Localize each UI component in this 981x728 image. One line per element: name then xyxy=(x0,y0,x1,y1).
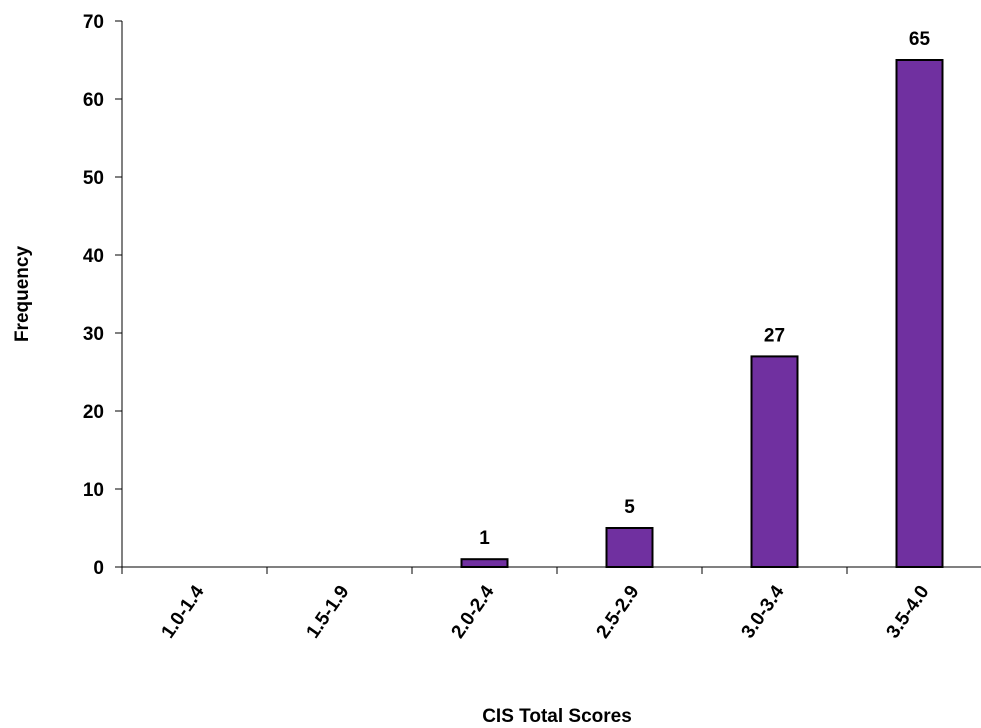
data-labels: 1 5 27 65 xyxy=(479,29,930,549)
x-tick-label: 2.0-2.4 xyxy=(447,581,498,642)
y-tick-label: 20 xyxy=(83,402,104,423)
bar xyxy=(750,355,799,568)
x-axis-title: CIS Total Scores xyxy=(482,706,632,727)
y-tick-label: 10 xyxy=(83,480,104,501)
y-axis: 0 10 20 30 40 50 60 70 xyxy=(83,12,123,579)
bar xyxy=(460,558,509,569)
data-label: 1 xyxy=(479,528,490,549)
y-tick-label: 60 xyxy=(83,90,104,111)
data-label: 27 xyxy=(764,325,785,346)
y-tick-label: 70 xyxy=(83,12,104,33)
x-tick-label: 1.0-1.4 xyxy=(157,581,208,642)
y-tick-label: 0 xyxy=(93,558,104,579)
y-axis-title: Frequency xyxy=(12,246,33,343)
x-tick-label: 3.5-4.0 xyxy=(882,582,933,643)
x-tick-label: 3.0-3.4 xyxy=(737,581,788,642)
x-tick-label: 1.5-1.9 xyxy=(302,582,353,643)
x-tick-label: 2.5-2.9 xyxy=(592,582,643,643)
y-tick-label: 40 xyxy=(83,246,104,267)
data-label: 5 xyxy=(624,497,635,518)
y-tick-label: 50 xyxy=(83,168,104,189)
bar xyxy=(605,527,654,568)
data-label: 65 xyxy=(909,29,931,50)
bar xyxy=(895,59,944,568)
x-axis: 1.0-1.4 1.5-1.9 2.0-2.4 2.5-2.9 3.0-3.4 3.5-4… xyxy=(121,566,981,643)
y-tick-label: 30 xyxy=(83,324,104,345)
bars xyxy=(460,59,944,569)
